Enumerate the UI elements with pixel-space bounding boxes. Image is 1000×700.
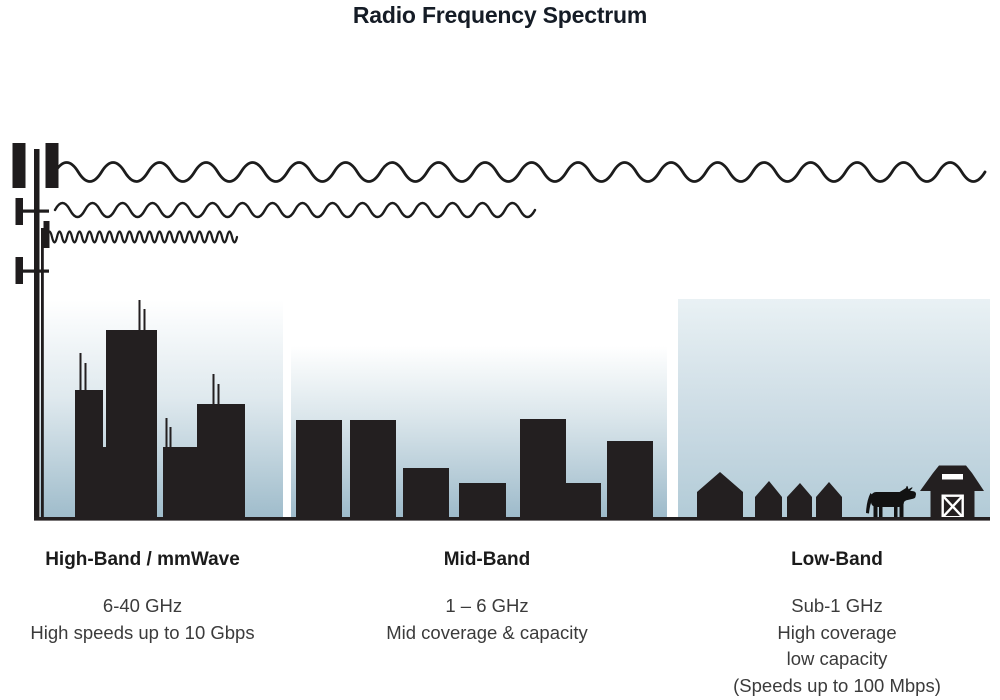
low-band-wave-icon [53, 161, 987, 183]
high-band-wave-icon [45, 230, 239, 244]
rooftop-antenna-icon [79, 300, 220, 448]
low-band-farm-icon [697, 465, 984, 519]
house-icon [816, 482, 842, 518]
low-band-speed: (Speeds up to 100 Mbps) [733, 674, 941, 696]
high-band-label: High-Band / mmWave 6-40 GHz High speeds … [15, 548, 270, 646]
page-title: Radio Frequency Spectrum [352, 2, 648, 28]
low-band-capacity: low capacity [786, 648, 888, 669]
barn-icon [920, 465, 984, 519]
high-band-heading: High-Band / mmWave [45, 549, 240, 570]
high-band-city-skyline-icon [75, 300, 245, 518]
house-icon [755, 481, 782, 518]
high-band-description: High speeds up to 10 Gbps [30, 621, 255, 643]
house-icons [697, 472, 842, 518]
mid-band-description: Mid coverage & capacity [386, 621, 588, 643]
low-band-coverage: High coverage [777, 621, 897, 643]
cow-icon [866, 485, 916, 518]
low-band-heading: Low-Band [791, 549, 883, 570]
low-band-frequency: Sub-1 GHz [791, 595, 883, 616]
mid-band-town-skyline-icon [296, 419, 653, 518]
house-icon [697, 472, 743, 518]
cell-tower-icon [12, 143, 59, 518]
mid-band-wave-icon [53, 201, 537, 219]
high-band-frequency: 6-40 GHz [102, 595, 183, 616]
mid-band-heading: Mid-Band [443, 549, 531, 570]
low-band-label: Low-Band Sub-1 GHz High coverage low cap… [687, 548, 987, 699]
mid-band-frequency: 1 – 6 GHz [445, 595, 529, 616]
house-icon [787, 483, 812, 518]
mid-band-label: Mid-Band 1 – 6 GHz Mid coverage & capaci… [337, 548, 637, 646]
ground-line [34, 517, 990, 521]
